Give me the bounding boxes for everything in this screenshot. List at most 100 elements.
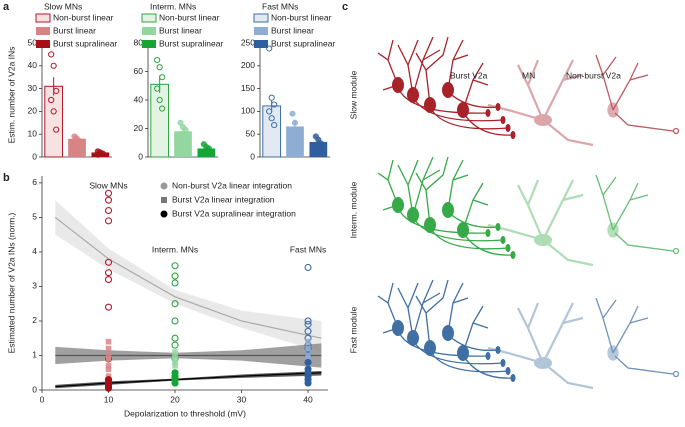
data-point [154,57,161,64]
y-axis-label: Estimated number of V2a INs (norm.) [6,212,16,353]
data-point [305,345,311,352]
data-point [271,101,278,108]
data-point [172,349,178,355]
legend-swatch [254,27,268,35]
y-tick-label: 50 [246,128,256,138]
data-point [154,85,161,92]
x-tick-label: 40 [303,394,313,404]
data-point [76,137,83,145]
data-point [289,135,296,142]
data-point [53,87,60,94]
y-tick-label: 40 [28,60,38,70]
data-point [266,45,273,52]
legend-swatch [36,40,50,48]
data-point [50,62,57,69]
y-tick-label: 2 [32,315,37,325]
y-tick-label: 10 [28,128,38,138]
y-tick-label: 20 [134,123,144,133]
data-point [159,74,166,81]
data-point [172,359,178,366]
data-point [312,142,319,149]
data-point [104,303,113,311]
legend-label: Burst linear [159,25,202,35]
data-point [104,269,113,277]
data-point [171,279,179,287]
legend-marker [160,210,168,218]
data-point [294,128,301,136]
chart-title: Interm. MNs [150,1,196,11]
data-point [104,275,113,284]
neuron-module [376,35,680,147]
data-point [304,379,312,387]
data-point [104,206,113,215]
y-tick-label: 60 [134,66,144,76]
cell-label: Non-burst V2a [566,70,621,80]
y-tick-label: 100 [241,106,255,116]
y-tick-label: 80 [134,37,144,47]
y-tick-label: 0 [250,151,255,161]
data-point [268,94,275,101]
data-point [104,384,113,392]
data-point [104,217,113,225]
panel-label: c [342,1,348,13]
data-point [159,105,166,112]
legend-label: Burst supralinear [53,38,117,48]
data-point [105,352,112,359]
y-tick-label: 150 [241,83,255,93]
data-point [304,263,312,272]
y-tick-label: 0 [138,151,143,161]
legend-label: Non-burst linear [53,12,114,22]
legend-label: Non-burst linear [159,12,220,22]
y-tick-label: 50 [28,37,38,47]
chart-title: Slow MNs [44,1,82,11]
x-tick-label: 30 [237,394,247,404]
data-point [171,379,179,387]
y-tick-label: 0 [32,151,37,161]
data-point [172,352,178,359]
data-point [76,144,83,151]
data-point [266,108,273,115]
fit-line [54,216,322,339]
data-point [304,327,312,335]
data-point [304,345,312,353]
data-point [304,317,312,325]
data-point [48,51,55,58]
panel-label: b [3,172,10,184]
legend-swatch [253,13,269,23]
data-point [171,272,179,280]
bar [44,85,64,158]
data-point [305,338,311,345]
data-point [104,189,113,197]
data-point [105,356,112,362]
data-point [317,140,324,147]
data-point [291,142,299,149]
y-tick-label: 20 [28,106,38,116]
diagram: c Slow module Interm. module Fast module Bu… [342,1,680,390]
data-point [105,345,112,352]
data-point [171,317,179,325]
legend-swatch [141,13,157,23]
legend-label: Burst linear [53,25,96,35]
legend-label: Burst linear [271,25,314,35]
y-tick-label: 4 [32,246,37,256]
legend-marker [160,182,168,190]
data-point [182,126,189,134]
y-tick-label: 0 [32,384,37,394]
bar [174,131,192,157]
data-point [268,115,275,122]
data-point [48,96,55,104]
y-tick-label: 6 [32,177,37,187]
data-point [94,151,101,158]
y-tick-label: 30 [28,83,38,93]
cell-label: MN [522,70,535,80]
data-point [203,149,210,156]
legend-label: Burst supralinear [271,38,335,48]
data-point [53,126,60,133]
data-point [105,363,112,369]
data-point [171,334,179,342]
data-point [172,363,178,369]
data-point [171,341,179,349]
data-point [99,150,106,157]
legend-swatch [142,40,156,48]
